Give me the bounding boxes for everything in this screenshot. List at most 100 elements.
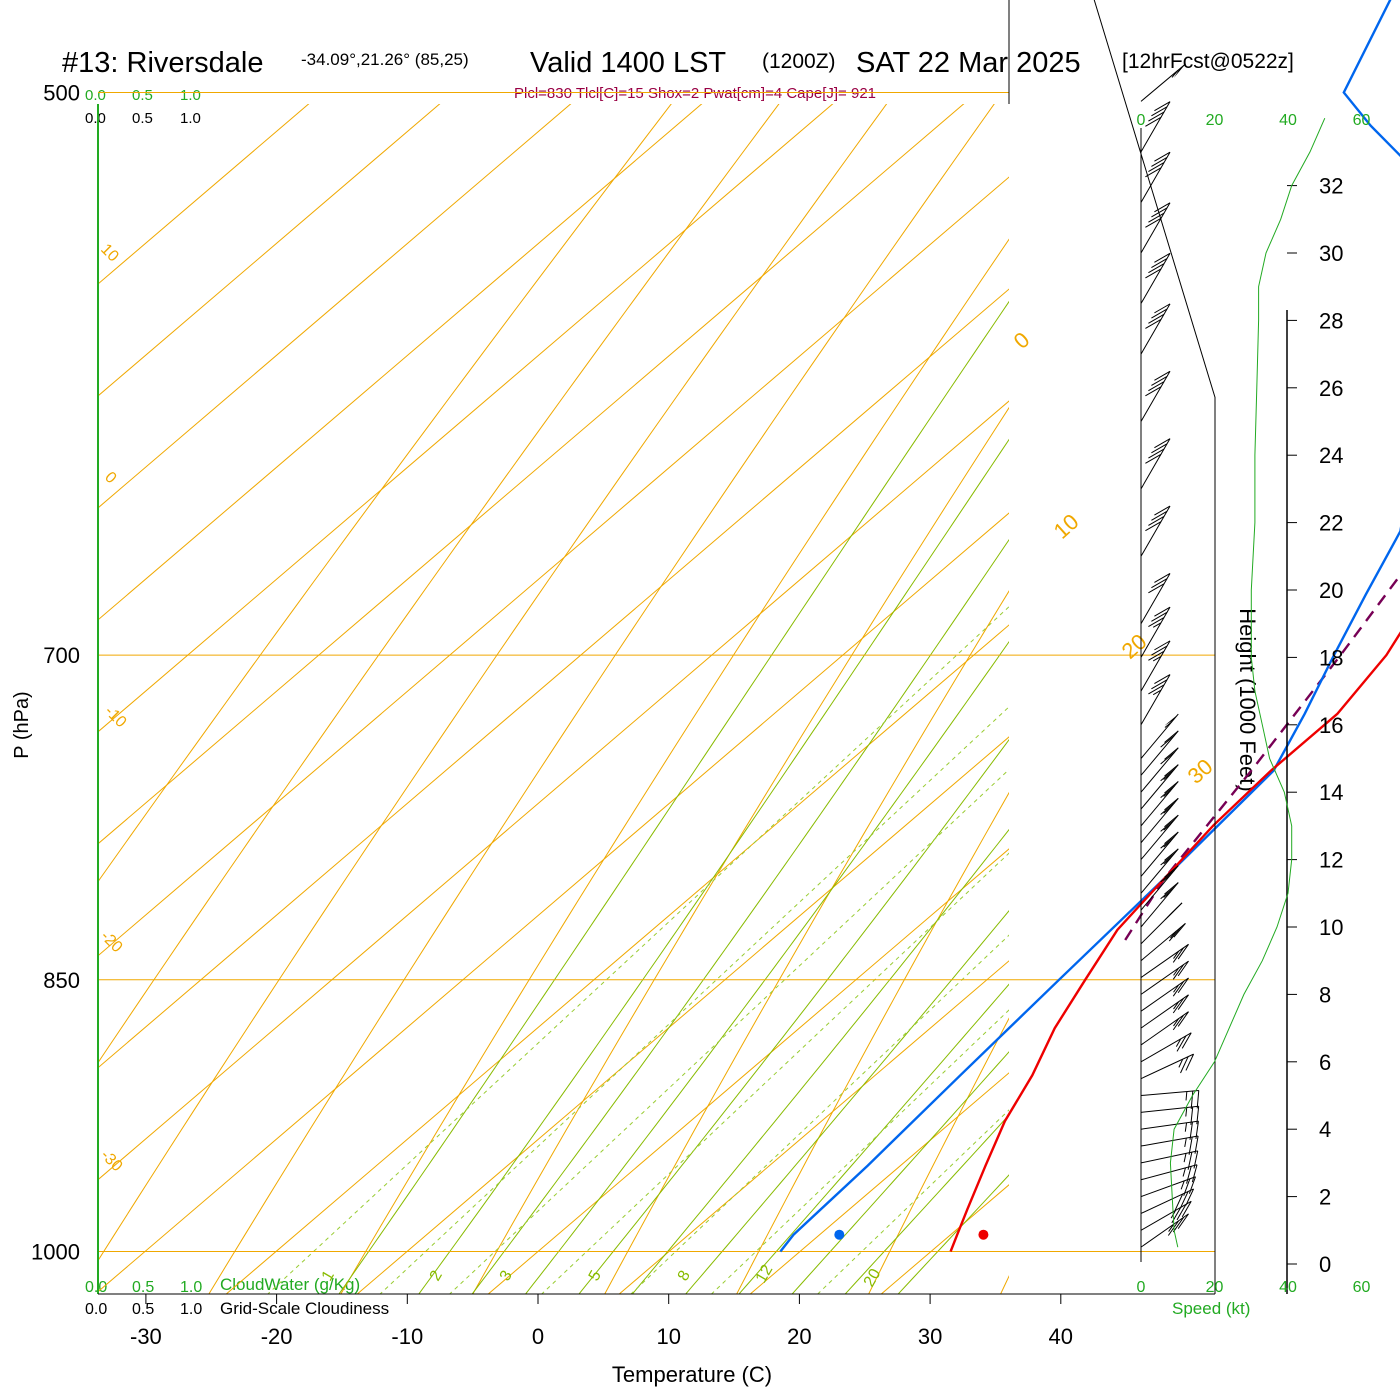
wind-barb-half-feather: [1152, 622, 1162, 628]
temp-tick-label: 20: [787, 1324, 811, 1349]
wind-barb-half-feather: [1173, 984, 1180, 993]
wind-barb-half-feather: [1163, 840, 1171, 848]
wind-barb-feather: [1151, 510, 1168, 521]
wind-barb-feather: [1172, 997, 1185, 1014]
wind-barb-staff: [1140, 994, 1189, 1029]
profiles: [779, 0, 1400, 1253]
mixing-ratio-label: 8: [675, 1268, 694, 1284]
isotherm-label: 0: [1009, 327, 1035, 354]
mixing-ratio-line: [448, 768, 1009, 1294]
wind-barb-half-feather: [1180, 1180, 1185, 1190]
wind-barb: [1140, 730, 1179, 776]
wind-barb-staff: [1140, 1089, 1199, 1096]
wind-barb-half-feather: [1163, 823, 1171, 831]
moist-adiabat-line: [844, 1114, 1009, 1294]
wind-barb-feather: [1151, 207, 1168, 218]
isotherm-line: [98, 104, 441, 397]
speed-tick-bottom: 20: [1206, 1279, 1224, 1296]
wind-barb-staff: [1140, 505, 1171, 557]
legend-top-black-2: 1.0: [180, 110, 201, 127]
wind-barb-feather: [1177, 943, 1189, 960]
wind-barb-feather: [1160, 853, 1175, 866]
wind-barb-half-feather: [1184, 1122, 1188, 1132]
wind-barb-staff: [1140, 797, 1179, 844]
temp-tick-label: 40: [1049, 1324, 1073, 1349]
wind-barb: [1140, 1135, 1199, 1155]
isotherm-line: [1061, 0, 1400, 1365]
temp-tick-label: -20: [261, 1324, 293, 1349]
wind-barb-staff: [1140, 1188, 1194, 1214]
isotherm-line: [98, 104, 834, 733]
temp-tick-label: 0: [532, 1324, 544, 1349]
speed-label: Speed (kt): [1172, 1299, 1250, 1318]
wind-barb-feather: [1145, 217, 1162, 228]
wind-barb: [1140, 865, 1179, 911]
wind-barb-feather: [1164, 764, 1179, 777]
wind-barb-staff: [1140, 202, 1171, 254]
height-tick-label: 4: [1319, 1117, 1331, 1142]
wind-barb-feather: [1151, 258, 1168, 268]
moist-adiabat-line: [685, 910, 1009, 1294]
wind-barb: [1140, 882, 1179, 928]
wind-barb-feather: [1177, 994, 1189, 1010]
wind-barb-feather: [1172, 1014, 1185, 1031]
wind-barb-feather: [1145, 268, 1162, 279]
dry-adiabat-label: -30: [97, 1147, 125, 1175]
wind-barb-staff: [1140, 923, 1186, 962]
dry-adiabat-line: [1000, 1275, 1009, 1294]
moist-adiabat-line: [418, 438, 1009, 1294]
wind-barb-half-feather: [1173, 1018, 1180, 1027]
wind-barb: [1140, 713, 1179, 759]
wind-barb-feather: [1145, 167, 1162, 178]
height-tick-label: 14: [1319, 780, 1343, 805]
wind-barb: [1140, 1176, 1196, 1198]
wind-barb-half-feather: [1173, 1001, 1180, 1010]
wind-barb-feather: [1181, 1032, 1192, 1049]
wind-barb-feather: [1181, 1201, 1192, 1218]
wind-barb: [1140, 438, 1171, 490]
moist-adiabat-line: [471, 538, 1009, 1294]
wind-barb-feather: [1180, 1191, 1189, 1208]
wind-barb-half-feather: [1163, 807, 1171, 814]
wind-barb-staff: [1140, 1164, 1198, 1181]
wind-barb: [1140, 1105, 1200, 1125]
wind-barb-half-feather: [1178, 1058, 1184, 1068]
wind-barb-staff: [1140, 730, 1179, 776]
wind-barb-feather: [1148, 684, 1165, 695]
wind-barb-feather: [1191, 1164, 1198, 1183]
wind-barb-feather: [1145, 386, 1162, 397]
wind-barb-feather: [1154, 101, 1171, 112]
temp-tick-label: -10: [391, 1324, 423, 1349]
wind-barb: [1140, 1053, 1195, 1080]
wind-barb: [1140, 674, 1171, 726]
wind-barb-staff: [1140, 1150, 1198, 1164]
wind-barb-feather: [1190, 1090, 1194, 1109]
legend-top-black-0: 0.0: [85, 110, 106, 127]
wind-barb-feather: [1164, 882, 1179, 895]
wind-barb: [1140, 797, 1179, 844]
wind-barb-feather: [1154, 640, 1171, 651]
parcel-curve: [1124, 573, 1400, 941]
moist-adiabat-line: [524, 640, 1009, 1294]
wind-barb-feather: [1187, 1151, 1193, 1170]
wind-barb-feather: [1148, 448, 1165, 459]
isotherm-line: [98, 176, 1009, 957]
wind-barb-staff: [1140, 640, 1171, 692]
wind-barb-staff: [1140, 1120, 1199, 1130]
wind-barb-feather: [1151, 645, 1168, 656]
wind-barb-half-feather: [1163, 874, 1171, 882]
wind-barb-feather: [1160, 735, 1175, 748]
mixing-ratio-line: [816, 1109, 1009, 1294]
wind-barb-staff: [1140, 960, 1189, 995]
wind-barb-feather: [1160, 836, 1175, 849]
forecast-date: SAT 22 Mar 2025: [856, 47, 1081, 79]
dry-adiabat-line: [604, 590, 1009, 1294]
surface-dewpoint-marker: [834, 1229, 845, 1240]
wind-barb-feather: [1196, 1090, 1200, 1109]
wind-barb-feather: [1164, 747, 1179, 760]
isotherm-line: [98, 288, 1009, 1069]
isotherm-line: [98, 512, 1009, 1293]
isotherm-label: 20: [1117, 629, 1152, 664]
legend-bottom-black-0: 0.0: [85, 1301, 107, 1318]
